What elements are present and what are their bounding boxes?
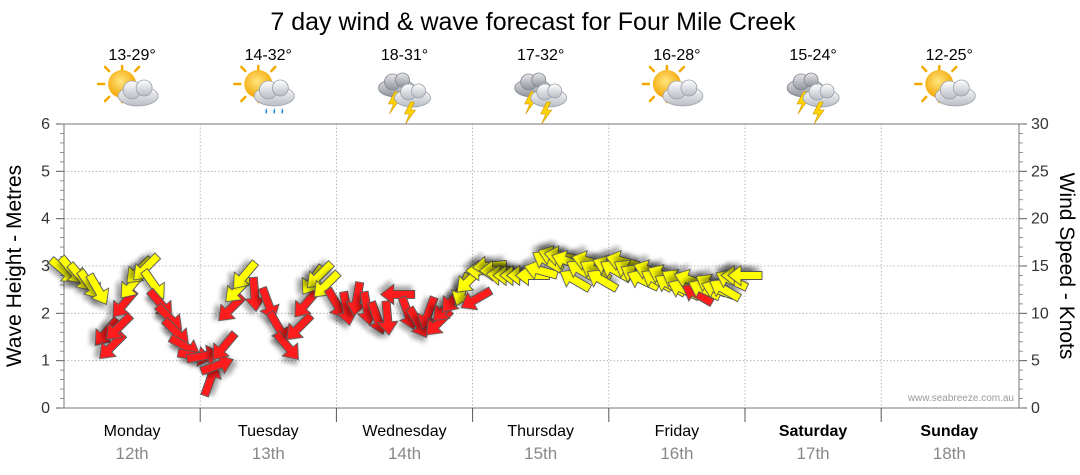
day-column: 18-31° Wednesday 14th <box>362 47 446 463</box>
right-tick-label: 5 <box>1031 353 1040 370</box>
credit-text: www.seabreeze.com.au <box>907 393 1014 404</box>
right-tick-label: 15 <box>1031 258 1049 275</box>
temperature-range: 13-29° <box>108 47 155 64</box>
temperature-range: 16-28° <box>653 47 700 64</box>
day-date: 13th <box>252 444 285 463</box>
day-name: Tuesday <box>238 423 299 440</box>
day-column: 17-32° Thursday 15th <box>507 47 574 463</box>
left-tick-label: 5 <box>41 163 50 180</box>
day-date: 15th <box>524 444 557 463</box>
day-name: Friday <box>655 423 699 440</box>
left-tick-label: 4 <box>41 211 50 228</box>
left-tick-label: 1 <box>41 353 50 370</box>
right-tick-label: 20 <box>1031 211 1049 228</box>
day-date: 12th <box>116 444 149 463</box>
chart-title: 7 day wind & wave forecast for Four Mile… <box>270 8 796 36</box>
day-name: Wednesday <box>362 423 446 440</box>
wind-arrow <box>272 330 299 361</box>
shower-icon <box>234 66 294 114</box>
temperature-range: 14-32° <box>245 47 292 64</box>
wind-arrow <box>199 353 234 376</box>
day-column: 13-29° Monday 12th <box>96 47 161 463</box>
wind-arrow <box>376 300 399 336</box>
right-tick-label: 0 <box>1031 400 1040 417</box>
right-tick-label: 10 <box>1031 305 1049 322</box>
left-axis: 0 1 2 3 4 5 6 <box>41 116 64 417</box>
wind-arrow <box>233 259 260 290</box>
wind-arrow <box>286 312 315 341</box>
day-column: 15-24° Saturday 17th <box>779 47 848 463</box>
storm-icon <box>378 72 431 125</box>
wind-arrow <box>379 283 416 306</box>
day-date: 16th <box>660 444 693 463</box>
left-tick-label: 0 <box>41 400 50 417</box>
wind-arrow <box>244 276 266 313</box>
day-date: 18th <box>933 444 966 463</box>
partly-cloudy-icon <box>914 64 977 108</box>
wind-arrow <box>306 260 335 289</box>
left-tick-label: 2 <box>41 305 50 322</box>
right-axis-label: Wind Speed - Knots <box>1055 173 1078 360</box>
wind-arrow <box>460 286 494 311</box>
temperature-range: 15-24° <box>789 47 836 64</box>
wind-arrow <box>416 295 439 330</box>
day-name: Saturday <box>779 423 848 440</box>
wind-arrow <box>212 330 239 361</box>
wind-arrow <box>85 272 110 306</box>
wind-arrow <box>345 281 367 317</box>
day-date: 17th <box>797 444 830 463</box>
day-name: Thursday <box>507 423 574 440</box>
day-name: Monday <box>104 423 161 440</box>
wind-arrow <box>559 268 593 293</box>
day-name: Sunday <box>920 423 978 440</box>
day-columns: 13-29° Monday 12th 14-32° Tuesday 13th 18-31° W… <box>96 47 978 463</box>
temperature-range: 12-25° <box>926 47 973 64</box>
partly-cloudy-icon <box>96 64 160 108</box>
wind-arrow <box>709 278 742 303</box>
left-tick-label: 6 <box>41 116 50 133</box>
day-date: 14th <box>388 444 421 463</box>
left-axis-label: Wave Height - Metres <box>3 165 26 367</box>
grid <box>64 124 1019 408</box>
wind-arrow <box>727 264 763 287</box>
partly-cloudy-icon <box>641 64 705 108</box>
storm-icon <box>786 72 840 125</box>
left-tick-label: 3 <box>41 258 50 275</box>
wind-arrows <box>47 245 763 398</box>
day-column: 14-32° Tuesday 13th <box>234 47 299 463</box>
wind-arrow <box>105 312 134 341</box>
temperature-range: 17-32° <box>517 47 564 64</box>
storm-icon <box>514 72 568 125</box>
right-tick-label: 30 <box>1031 116 1049 133</box>
day-column: 12-25° Sunday 18th <box>914 47 978 463</box>
right-tick-label: 25 <box>1031 163 1049 180</box>
temperature-range: 18-31° <box>381 47 428 64</box>
day-column: 16-28° Friday 16th <box>641 47 705 463</box>
right-axis: 0 5 10 15 20 25 30 <box>1019 116 1049 417</box>
wind-arrow <box>586 268 620 293</box>
